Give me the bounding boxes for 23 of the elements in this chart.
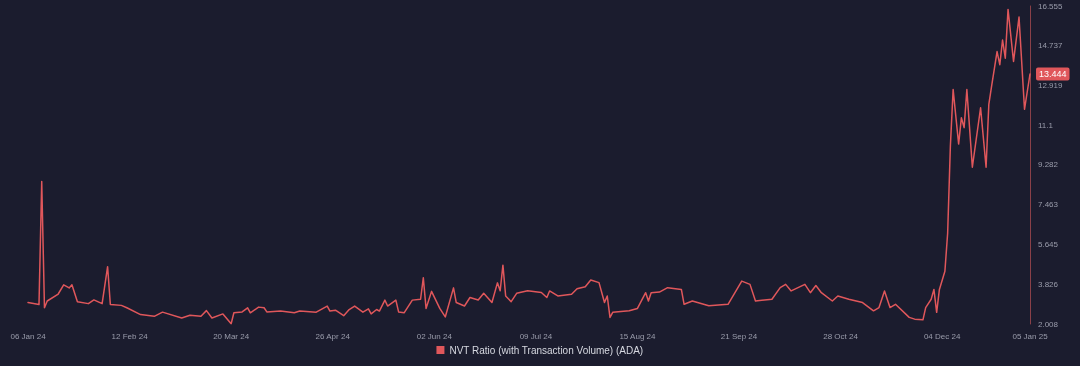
x-tick-label: 05 Jan 25 (1012, 331, 1049, 341)
x-tick-label: 26 Apr 24 (315, 331, 351, 341)
y-tick-label: 2.008 (1038, 319, 1059, 329)
x-tick-label: 12 Feb 24 (111, 331, 149, 341)
y-tick-label: 12.919 (1038, 80, 1064, 90)
y-tick-label: 7.463 (1038, 200, 1059, 210)
y-tick-label: 14.737 (1038, 41, 1064, 51)
x-tick-label: 09 Jul 24 (519, 331, 553, 341)
x-tick-label: 15 Aug 24 (619, 331, 656, 341)
y-tick-label: 3.826 (1038, 279, 1059, 289)
annotation: 13.444 (1039, 69, 1067, 80)
line-series (27, 8, 1031, 325)
x-tick-label: 28 Oct 24 (823, 331, 859, 341)
x-tick-label: 02 Jun 24 (416, 331, 453, 341)
x-tick-label: 04 Dec 24 (923, 331, 961, 341)
x-tick-label: 06 Jan 24 (10, 331, 47, 341)
y-tick-label: 16.555 (1038, 1, 1064, 11)
y-tick-label: 5.645 (1038, 239, 1059, 249)
legend-label: NVT Ratio (with Transaction Volume) (ADA) (449, 344, 644, 356)
x-tick-label: 20 Mar 24 (213, 331, 250, 341)
x-tick-label: 21 Sep 24 (720, 331, 758, 341)
y-tick-label: 11.1 (1038, 120, 1054, 130)
y-tick-label: 9.282 (1038, 160, 1059, 170)
